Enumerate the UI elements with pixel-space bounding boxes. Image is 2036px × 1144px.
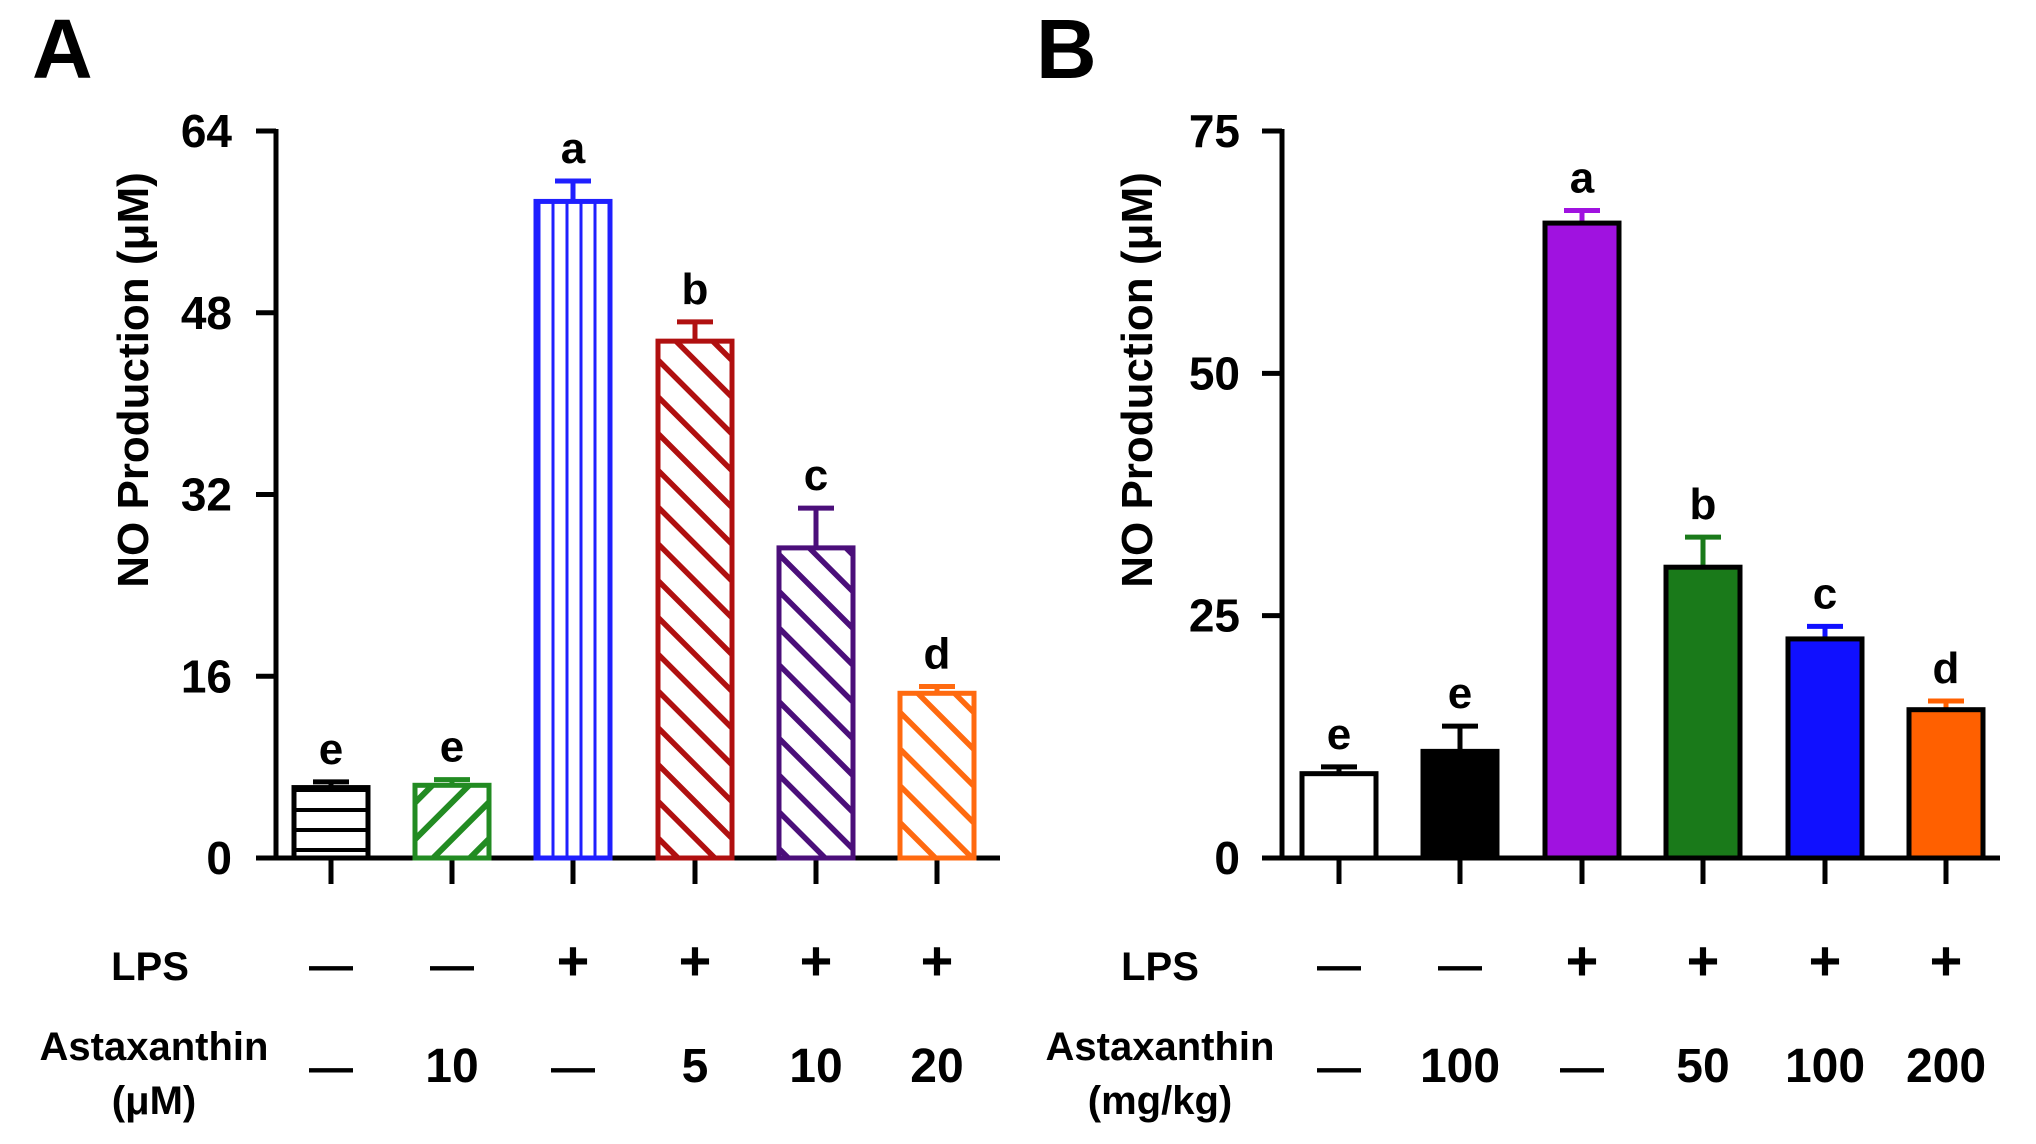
dose-value: — — [551, 1043, 595, 1092]
y-axis-label: NO Production (μM) — [109, 172, 158, 588]
bar — [1299, 771, 1379, 861]
lps-value: + — [1809, 929, 1842, 992]
lps-value: + — [1566, 929, 1599, 992]
y-tick-label: 75 — [1189, 105, 1240, 157]
bar — [1542, 220, 1622, 861]
bars: e e a b c d — [291, 124, 977, 861]
dose-value: 10 — [789, 1040, 842, 1093]
y-tick-label: 0 — [1214, 832, 1240, 884]
lps-value: + — [800, 929, 833, 992]
panel-a: A NO Production (μM) 0 16 32 48 64 e e a b c d LP… — [32, 2, 1000, 1123]
row-label-lps: LPS — [1121, 945, 1199, 989]
panel-label: A — [32, 2, 93, 96]
dose-value: — — [309, 1043, 353, 1092]
significance-letter: a — [561, 124, 586, 173]
axes: 0 16 32 48 64 — [181, 105, 1000, 884]
significance-letter: b — [682, 265, 709, 314]
bar — [291, 785, 371, 861]
dose-value: 5 — [682, 1040, 709, 1093]
condition-rows: LPS Astaxanthin (μM) — — — 10 + — +5 +10 +20 — [40, 929, 964, 1123]
lps-value: + — [557, 929, 590, 992]
row-label-dose: Astaxanthin — [40, 1025, 269, 1069]
dose-value: 200 — [1906, 1040, 1986, 1093]
row-label-dose: Astaxanthin — [1046, 1025, 1275, 1069]
dose-value: — — [1317, 1043, 1361, 1092]
y-tick-label: 50 — [1189, 347, 1240, 399]
lps-value: — — [309, 941, 353, 990]
significance-letter: a — [1570, 153, 1595, 202]
lps-value: — — [1317, 941, 1361, 990]
bar — [1663, 564, 1743, 861]
axes: 0 25 50 75 — [1189, 105, 2000, 884]
y-tick-label: 64 — [181, 105, 233, 157]
y-tick-label: 25 — [1189, 590, 1240, 642]
significance-letter: e — [1327, 710, 1351, 759]
significance-letter: e — [440, 723, 464, 772]
dose-value: 10 — [425, 1040, 478, 1093]
bars: e e a b c d — [1299, 153, 1986, 861]
significance-letter: e — [319, 725, 343, 774]
panel-b: B NO Production (μM) 0 25 50 75 e e a b c d LPS … — [1036, 2, 2000, 1123]
dose-value: 20 — [910, 1040, 963, 1093]
y-axis-label: NO Production (μM) — [1113, 172, 1162, 588]
significance-letter: d — [1933, 644, 1960, 693]
lps-value: — — [1438, 941, 1482, 990]
dose-value: 50 — [1676, 1040, 1729, 1093]
significance-letter: c — [804, 451, 828, 500]
y-tick-label: 16 — [181, 650, 232, 702]
significance-letter: b — [1690, 480, 1717, 529]
lps-value: — — [430, 941, 474, 990]
dose-value: — — [1560, 1043, 1604, 1092]
y-tick-label: 48 — [181, 287, 232, 339]
bar — [897, 690, 977, 861]
lps-value: + — [1687, 929, 1720, 992]
lps-value: + — [921, 929, 954, 992]
bar — [1420, 748, 1500, 861]
bar — [412, 782, 492, 861]
dose-value: 100 — [1420, 1040, 1500, 1093]
significance-letter: c — [1813, 569, 1837, 618]
panel-label: B — [1036, 2, 1097, 96]
y-tick-label: 0 — [206, 832, 232, 884]
bar — [655, 338, 735, 861]
bar — [1906, 707, 1986, 861]
row-label-dose-unit: (mg/kg) — [1088, 1079, 1232, 1123]
significance-letter: d — [924, 629, 951, 678]
lps-value: + — [679, 929, 712, 992]
bar — [776, 545, 856, 861]
y-tick-label: 32 — [181, 469, 232, 521]
lps-value: + — [1930, 929, 1963, 992]
row-label-lps: LPS — [111, 945, 189, 989]
bar — [1785, 636, 1865, 861]
significance-letter: e — [1448, 669, 1472, 718]
dose-value: 100 — [1785, 1040, 1865, 1093]
condition-rows: LPS Astaxanthin (mg/kg) — — — 100 + — +50 +100 +… — [1046, 929, 1987, 1123]
row-label-dose-unit: (μM) — [112, 1079, 196, 1123]
bar — [533, 198, 613, 861]
